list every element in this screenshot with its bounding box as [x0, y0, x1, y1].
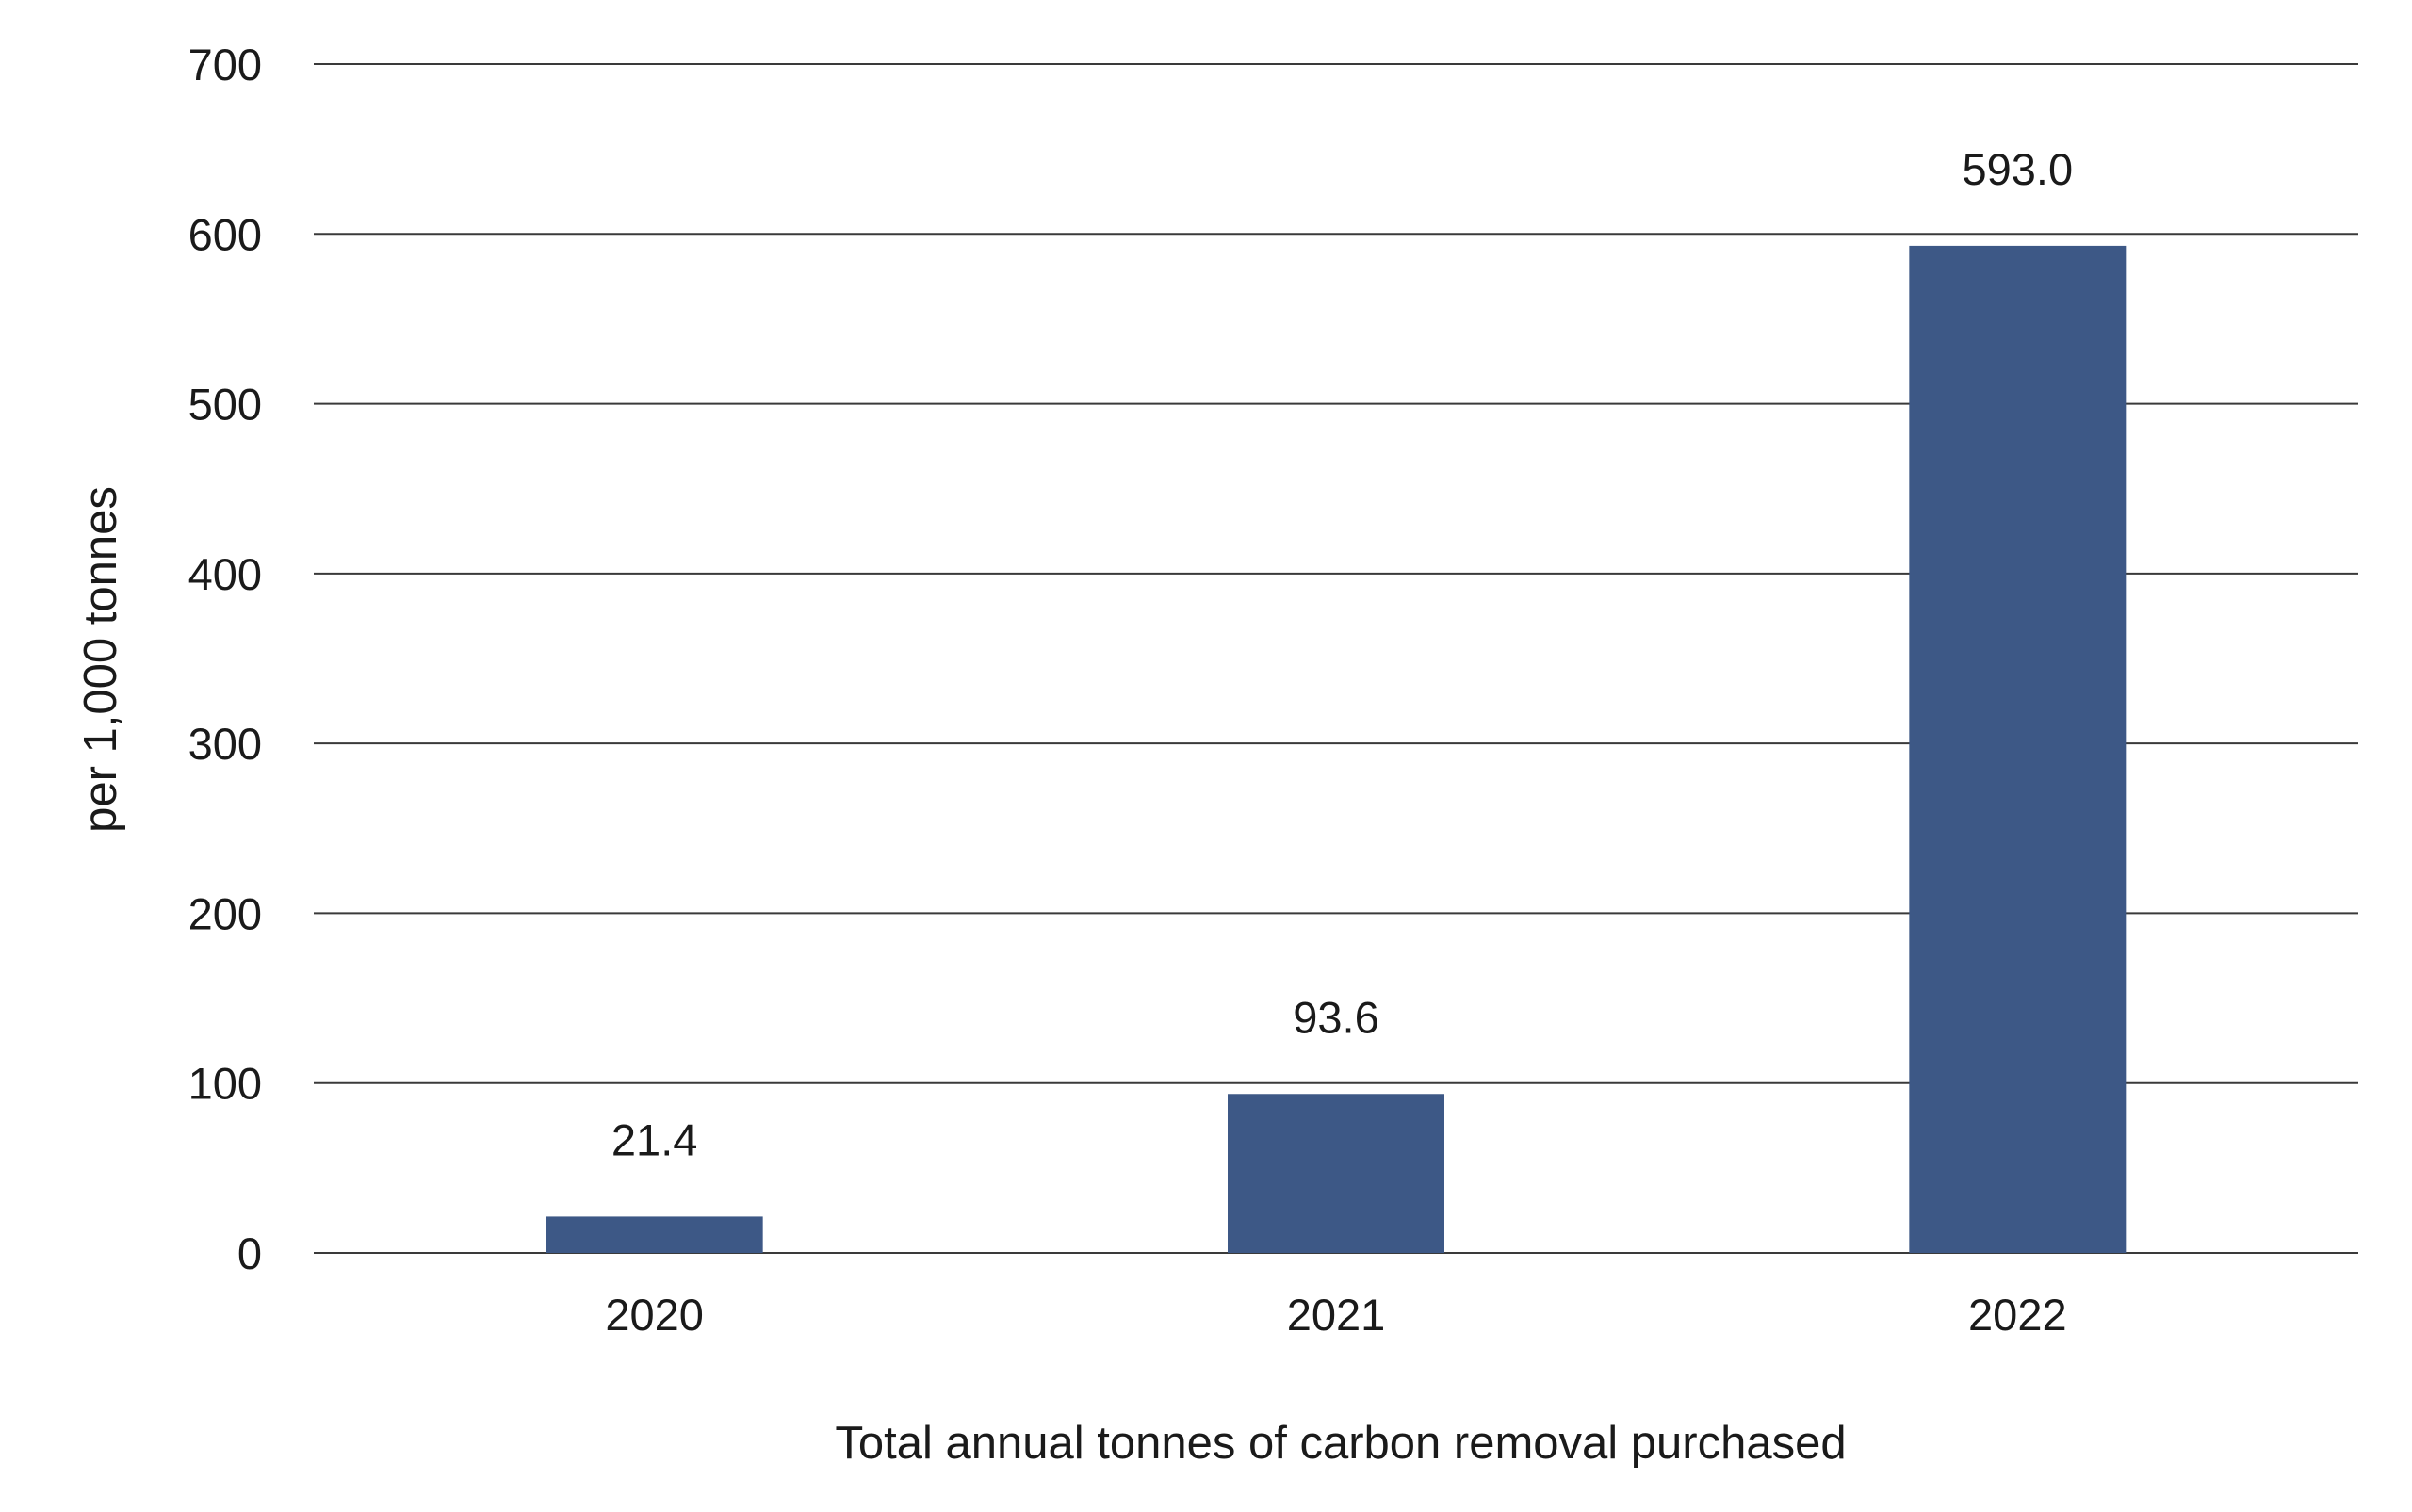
y-tick-label: 400: [188, 549, 262, 599]
y-tick-label: 200: [188, 888, 262, 938]
data-label-2021: 93.6: [1293, 992, 1378, 1042]
bar-2022: [1909, 245, 2127, 1253]
bar-2021: [1228, 1094, 1444, 1253]
bar-2020: [546, 1216, 763, 1253]
y-tick-label: 700: [188, 40, 262, 89]
x-tick-label-2021: 2021: [1287, 1290, 1386, 1340]
y-axis-title: per 1,000 tonnes: [75, 486, 126, 833]
gridlines: [314, 63, 2358, 1254]
x-axis-ticks: 2020 2021 2022: [605, 1290, 2066, 1340]
x-tick-label-2022: 2022: [1968, 1290, 2067, 1340]
y-tick-label: 100: [188, 1059, 262, 1109]
data-label-2020: 21.4: [611, 1114, 697, 1164]
bars: [546, 245, 2127, 1253]
x-axis-title: Total annual tonnes of carbon removal pu…: [835, 1418, 1846, 1469]
y-tick-label: 300: [188, 719, 262, 769]
y-axis-ticks: 0 100 200 300 400 500 600 700: [188, 40, 262, 1278]
y-tick-label: 0: [237, 1228, 262, 1278]
y-tick-label: 500: [188, 380, 262, 430]
y-tick-label: 600: [188, 209, 262, 259]
x-tick-label-2020: 2020: [605, 1290, 704, 1340]
data-label-2022: 593.0: [1963, 144, 2074, 194]
data-labels: 21.4 93.6 593.0: [611, 144, 2073, 1165]
